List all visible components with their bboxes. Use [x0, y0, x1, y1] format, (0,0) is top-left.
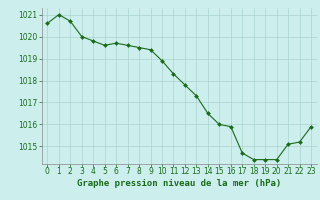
X-axis label: Graphe pression niveau de la mer (hPa): Graphe pression niveau de la mer (hPa)	[77, 179, 281, 188]
